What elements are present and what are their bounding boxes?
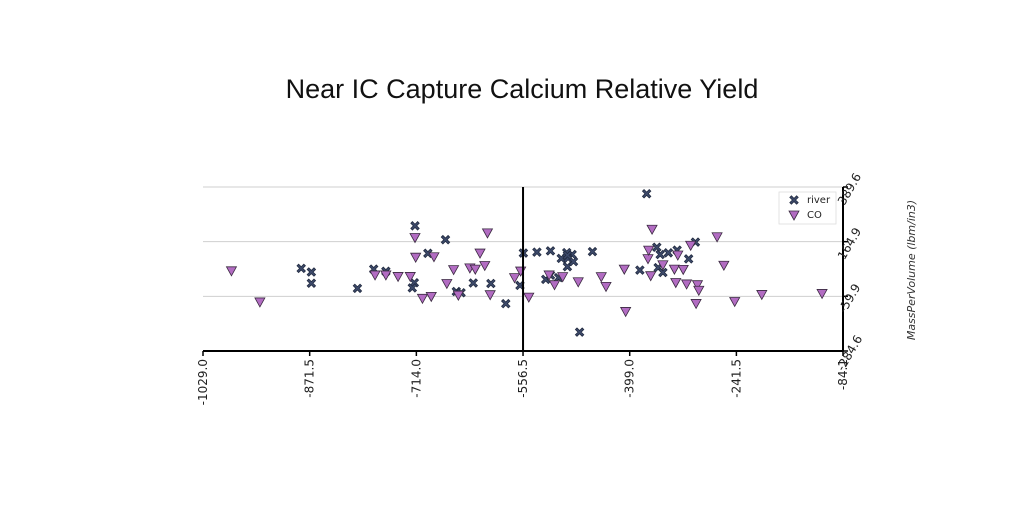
- data-point-co: [816, 289, 828, 300]
- x-tick-label: -871.5: [303, 359, 317, 398]
- data-point-co: [447, 265, 460, 276]
- data-point-co: [718, 260, 730, 272]
- data-point-co: [595, 272, 607, 283]
- legend-label-river: river: [807, 195, 831, 206]
- data-point-river: [658, 267, 668, 278]
- legend-marker-co: [788, 210, 800, 221]
- data-point-co: [543, 270, 555, 281]
- x-tick-label: -399.0: [623, 359, 637, 398]
- data-point-co: [684, 240, 697, 252]
- data-point-co: [416, 293, 429, 305]
- y-tick-label: 389.6: [835, 171, 864, 208]
- data-point-co: [691, 280, 704, 291]
- data-point-co: [392, 272, 404, 283]
- data-point-co: [572, 277, 584, 288]
- data-point-river: [532, 247, 542, 257]
- x-tick-label: -1029.0: [196, 359, 210, 405]
- data-point-co: [680, 279, 693, 290]
- data-point-river: [500, 298, 511, 309]
- data-point-river: [545, 246, 556, 256]
- data-point-co: [523, 292, 535, 303]
- data-point-co: [409, 233, 421, 244]
- y-tick-label: -59.9: [836, 281, 864, 315]
- data-point-river: [635, 265, 645, 275]
- data-point-river: [306, 267, 317, 277]
- data-point-co: [556, 272, 569, 283]
- data-point-co: [508, 273, 521, 284]
- data-point-river: [574, 327, 585, 337]
- y-axis-label: MassPerVolume (lbm/in3): [905, 200, 918, 340]
- data-point-co: [474, 248, 486, 259]
- data-point-river: [587, 246, 598, 257]
- y-tick-label: 164.9: [835, 225, 864, 262]
- data-point-river: [468, 278, 479, 288]
- data-point-river: [407, 283, 418, 293]
- data-point-river: [306, 278, 317, 288]
- data-point-co: [645, 271, 657, 282]
- x-tick-label: -714.0: [409, 359, 423, 398]
- series-river: [296, 188, 701, 337]
- data-point-co: [711, 232, 723, 243]
- legend-box: [778, 191, 837, 225]
- x-tick-label: -556.5: [516, 359, 530, 398]
- data-point-river: [568, 256, 579, 267]
- data-point-co: [428, 252, 440, 263]
- data-point-co: [441, 279, 453, 290]
- chart-title: Near IC Capture Calcium Relative Yield: [286, 74, 759, 104]
- data-point-co: [369, 270, 381, 281]
- legend: river CO: [778, 191, 837, 225]
- data-point-co: [642, 245, 655, 256]
- data-point-river: [486, 278, 496, 289]
- data-point-co: [469, 264, 481, 275]
- data-point-co: [425, 291, 437, 303]
- data-point-co: [690, 299, 702, 310]
- data-point-co: [642, 254, 654, 265]
- x-tick-label: -241.5: [729, 359, 743, 398]
- data-point-co: [404, 272, 416, 283]
- data-point-river: [683, 254, 694, 264]
- data-point-co: [548, 280, 561, 291]
- data-point-co: [670, 278, 682, 289]
- data-point-co: [693, 285, 705, 297]
- data-point-co: [756, 290, 768, 301]
- data-point-co: [409, 252, 422, 264]
- data-point-co: [646, 224, 658, 236]
- data-point-co: [618, 264, 630, 275]
- data-point-river: [352, 283, 363, 294]
- data-point-co: [619, 307, 632, 318]
- data-point-co: [657, 260, 669, 271]
- data-point-co: [380, 270, 392, 281]
- data-point-co: [484, 290, 496, 301]
- x-axis-ticks: -1029.0 -871.5 -714.0 -556.5 -399.0 -241.5 -84…: [196, 351, 850, 405]
- legend-marker-river: [789, 195, 799, 205]
- data-point-river: [440, 234, 451, 245]
- data-point-river: [663, 248, 674, 258]
- legend-marker-river-shape: [789, 195, 799, 205]
- data-point-river: [410, 221, 420, 231]
- data-point-river: [652, 242, 662, 252]
- data-point-river: [296, 263, 306, 274]
- data-point-co: [672, 250, 684, 261]
- data-points: [225, 188, 828, 337]
- data-point-co: [452, 290, 465, 301]
- data-point-co: [479, 261, 491, 272]
- data-point-co: [729, 297, 741, 308]
- legend-label-co: CO: [807, 210, 822, 221]
- series-co: [225, 224, 828, 318]
- legend-marker-co-shape: [788, 210, 800, 221]
- data-point-river: [562, 250, 573, 261]
- data-point-river: [641, 188, 652, 199]
- data-point-co: [481, 228, 494, 239]
- data-point-co: [225, 266, 238, 277]
- data-point-river: [655, 249, 665, 260]
- data-point-co: [254, 297, 266, 308]
- data-point-co: [677, 264, 689, 276]
- data-point-co: [600, 281, 612, 293]
- x-tick-label: -84.1: [836, 359, 850, 390]
- data-point-co: [668, 264, 681, 275]
